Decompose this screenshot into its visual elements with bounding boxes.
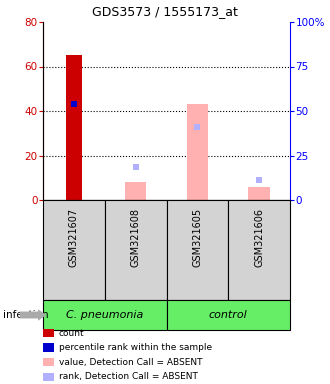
Bar xyxy=(43,300,167,330)
Text: count: count xyxy=(58,328,84,338)
Bar xyxy=(43,200,105,300)
Text: percentile rank within the sample: percentile rank within the sample xyxy=(58,343,212,352)
Text: C. pneumonia: C. pneumonia xyxy=(66,310,144,320)
Text: value, Detection Call = ABSENT: value, Detection Call = ABSENT xyxy=(58,358,202,367)
Bar xyxy=(248,187,270,200)
Text: rank, Detection Call = ABSENT: rank, Detection Call = ABSENT xyxy=(58,372,197,381)
Bar xyxy=(228,200,290,300)
Text: GDS3573 / 1555173_at: GDS3573 / 1555173_at xyxy=(92,5,238,18)
Bar xyxy=(167,300,290,330)
Text: infection: infection xyxy=(3,310,49,320)
Bar xyxy=(105,200,167,300)
Bar xyxy=(167,200,228,300)
Text: GSM321608: GSM321608 xyxy=(131,208,141,267)
Bar xyxy=(125,182,147,200)
Text: GSM321606: GSM321606 xyxy=(254,208,264,267)
Text: GSM321607: GSM321607 xyxy=(69,208,79,267)
Text: control: control xyxy=(209,310,248,320)
Bar xyxy=(186,104,208,200)
Text: GSM321605: GSM321605 xyxy=(192,208,202,267)
Bar xyxy=(66,55,82,200)
